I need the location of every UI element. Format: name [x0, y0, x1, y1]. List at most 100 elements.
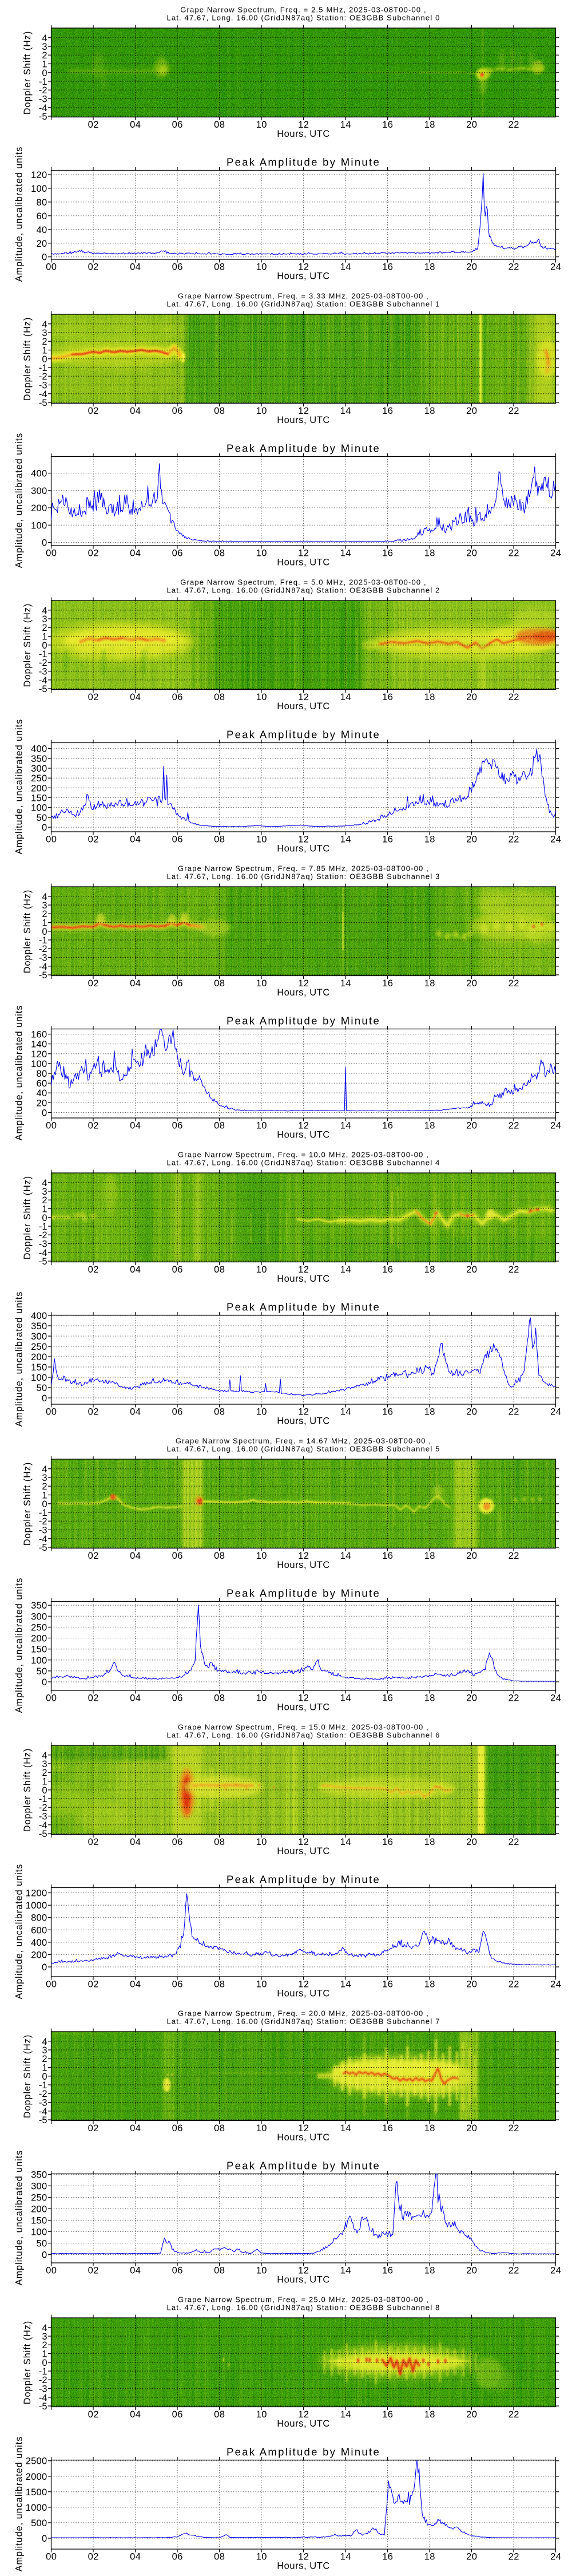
svg-text:-3: -3: [39, 2384, 47, 2395]
svg-text:08: 08: [214, 406, 225, 416]
svg-text:22: 22: [509, 834, 519, 844]
svg-text:-2: -2: [39, 658, 47, 668]
svg-text:1: 1: [42, 346, 47, 356]
svg-text:10: 10: [256, 1406, 267, 1417]
svg-text:0: 0: [42, 538, 47, 548]
svg-text:1200: 1200: [26, 1888, 47, 1899]
svg-text:Peak Amplitude by Minute: Peak Amplitude by Minute: [227, 1015, 380, 1027]
svg-text:18: 18: [424, 1693, 435, 1703]
svg-text:Hours, UTC: Hours, UTC: [277, 701, 330, 712]
svg-text:0: 0: [42, 68, 47, 78]
svg-text:-3: -3: [39, 1812, 47, 1822]
svg-text:02: 02: [88, 1265, 99, 1275]
svg-text:60: 60: [37, 211, 47, 222]
svg-text:Lat. 47.67, Long. 16.00 (Gri: Lat. 47.67, Long. 16.00 (GridJN87aq) Sta…: [166, 299, 440, 308]
svg-text:22: 22: [509, 1693, 519, 1703]
svg-text:02: 02: [88, 692, 99, 702]
svg-text:20: 20: [466, 2409, 477, 2420]
svg-text:-1: -1: [39, 77, 47, 87]
svg-text:14: 14: [340, 2123, 351, 2134]
svg-text:-4: -4: [39, 675, 47, 686]
svg-text:18: 18: [424, 1551, 435, 1561]
svg-text:14: 14: [340, 1551, 351, 1561]
svg-text:-2: -2: [39, 1516, 47, 1527]
svg-text:02: 02: [88, 834, 99, 844]
svg-text:08: 08: [214, 1551, 225, 1561]
svg-text:16: 16: [382, 2551, 393, 2562]
svg-text:50: 50: [37, 1666, 47, 1677]
svg-text:12: 12: [298, 548, 309, 558]
svg-text:100: 100: [31, 1059, 47, 1069]
svg-text:Hours, UTC: Hours, UTC: [277, 2132, 330, 2143]
svg-text:08: 08: [214, 262, 225, 272]
svg-text:800: 800: [31, 1913, 47, 1923]
svg-text:18: 18: [424, 834, 435, 844]
svg-text:Hours, UTC: Hours, UTC: [277, 1846, 330, 1856]
svg-text:200: 200: [31, 503, 47, 513]
svg-text:Doppler Shift (Hz): Doppler Shift (Hz): [22, 2321, 33, 2404]
svg-text:350: 350: [31, 2170, 47, 2180]
svg-text:120: 120: [31, 1049, 47, 1060]
svg-text:08: 08: [214, 1979, 225, 1989]
svg-text:4: 4: [42, 2323, 47, 2333]
svg-text:400: 400: [31, 744, 47, 754]
svg-text:22: 22: [509, 1265, 519, 1275]
svg-text:-1: -1: [39, 935, 47, 946]
svg-text:04: 04: [130, 1120, 141, 1131]
svg-text:-1: -1: [39, 1508, 47, 1518]
svg-text:0: 0: [42, 2072, 47, 2082]
svg-text:Grape Narrow Spectrum, Freq. =: Grape Narrow Spectrum, Freq. = 2.5 MHz, …: [180, 6, 427, 14]
svg-text:Grape Narrow Spectrum, Freq. =: Grape Narrow Spectrum, Freq. = 5.0 MHz, …: [180, 578, 427, 587]
svg-text:04: 04: [130, 1265, 141, 1275]
svg-text:Lat. 47.67, Long. 16.00 (Gri: Lat. 47.67, Long. 16.00 (GridJN87aq) Sta…: [166, 872, 440, 880]
svg-text:22: 22: [509, 692, 519, 702]
svg-text:Amplitude, uncalibrated units: Amplitude, uncalibrated units: [14, 147, 25, 282]
svg-text:00: 00: [46, 262, 57, 272]
svg-text:08: 08: [214, 1406, 225, 1417]
svg-text:12: 12: [298, 692, 309, 702]
svg-text:00: 00: [46, 2551, 57, 2562]
svg-text:06: 06: [172, 1693, 183, 1703]
svg-text:Doppler Shift (Hz): Doppler Shift (Hz): [22, 2034, 33, 2118]
svg-text:0: 0: [42, 1677, 47, 1688]
svg-text:4: 4: [42, 606, 47, 616]
svg-text:-2: -2: [39, 85, 47, 96]
svg-text:24: 24: [550, 1406, 561, 1417]
svg-text:0: 0: [42, 1962, 47, 1973]
svg-text:22: 22: [509, 2551, 519, 2562]
svg-text:12: 12: [298, 2551, 309, 2562]
svg-text:04: 04: [130, 1551, 141, 1561]
svg-text:Peak Amplitude by Minute: Peak Amplitude by Minute: [227, 1587, 380, 1599]
svg-text:22: 22: [509, 978, 519, 989]
svg-text:400: 400: [31, 1311, 47, 1321]
svg-text:-5: -5: [39, 2115, 47, 2125]
svg-text:18: 18: [424, 548, 435, 558]
svg-text:2: 2: [42, 623, 47, 633]
svg-text:-4: -4: [39, 962, 47, 972]
svg-text:12: 12: [298, 2265, 309, 2275]
svg-text:10: 10: [256, 2123, 267, 2134]
svg-text:24: 24: [550, 834, 561, 844]
svg-text:-2: -2: [39, 372, 47, 382]
svg-text:06: 06: [172, 834, 183, 844]
svg-text:14: 14: [340, 1120, 351, 1131]
svg-text:20: 20: [466, 978, 477, 989]
svg-text:18: 18: [424, 2409, 435, 2420]
svg-text:Amplitude, uncalibrated units: Amplitude, uncalibrated units: [14, 1864, 25, 2000]
svg-text:100: 100: [31, 2227, 47, 2238]
svg-text:150: 150: [31, 2216, 47, 2226]
svg-text:1: 1: [42, 1777, 47, 1787]
svg-text:10: 10: [256, 1265, 267, 1275]
svg-text:1: 1: [42, 60, 47, 70]
svg-text:10: 10: [256, 834, 267, 844]
svg-text:Lat. 47.67, Long. 16.00 (Gri: Lat. 47.67, Long. 16.00 (GridJN87aq) Sta…: [166, 586, 440, 594]
svg-text:14: 14: [340, 262, 351, 272]
svg-text:-2: -2: [39, 2089, 47, 2099]
svg-text:20: 20: [466, 548, 477, 558]
svg-text:12: 12: [298, 1265, 309, 1275]
svg-text:100: 100: [31, 184, 47, 194]
svg-text:12: 12: [298, 1693, 309, 1703]
svg-text:Grape Narrow Spectrum, Freq. =: Grape Narrow Spectrum, Freq. = 7.85 MHz,…: [178, 864, 429, 873]
svg-text:02: 02: [88, 548, 99, 558]
svg-text:20: 20: [466, 834, 477, 844]
